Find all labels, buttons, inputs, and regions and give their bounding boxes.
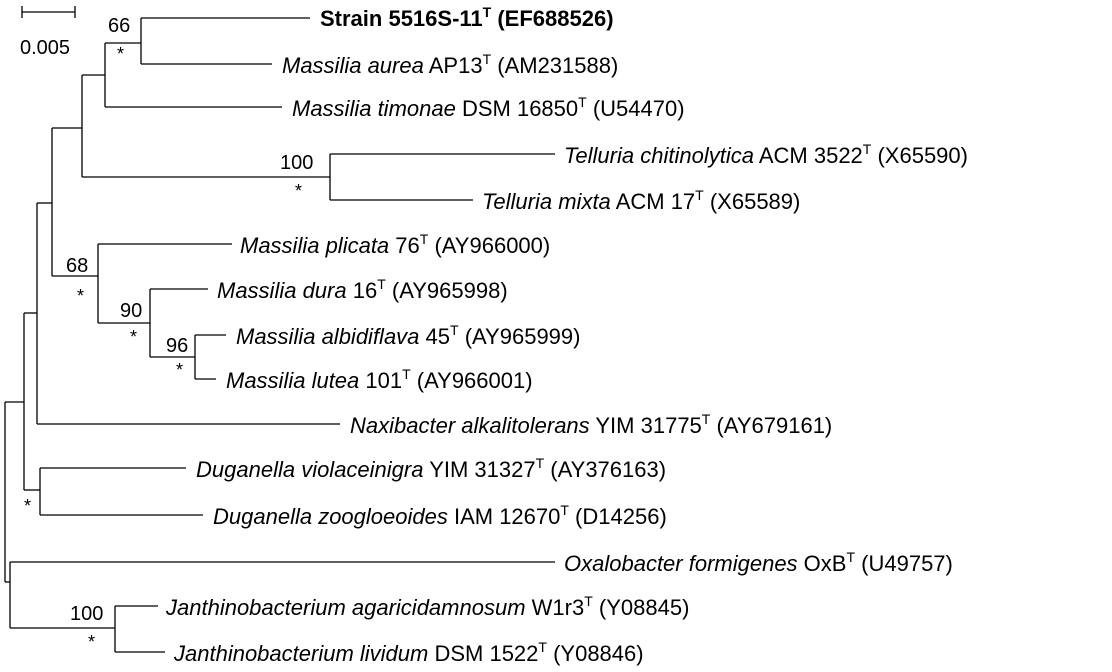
strain-designation: IAM 12670 — [448, 504, 561, 529]
strain-designation: ACM 3522 — [754, 143, 863, 168]
taxon-name: Massilia dura — [217, 278, 347, 303]
accession-number: (AY966001) — [411, 368, 533, 393]
accession-number: (Y08846) — [547, 641, 644, 666]
strain-designation: W1r3 — [526, 595, 585, 620]
taxon-label: Telluria chitinolytica ACM 3522T (X65590… — [564, 141, 968, 168]
type-strain-superscript: T — [450, 322, 459, 338]
support-asterisk: * — [176, 360, 183, 380]
accession-number: (AY376163) — [544, 457, 666, 482]
accession-number: (X65589) — [704, 189, 801, 214]
type-strain-superscript: T — [377, 276, 386, 292]
strain-designation: DSM 1522 — [428, 641, 538, 666]
support-asterisk: * — [117, 44, 124, 64]
accession-number: (U49757) — [855, 551, 953, 576]
type-strain-superscript: T — [846, 549, 855, 565]
taxon-label: Massilia plicata 76T (AY966000) — [240, 231, 550, 258]
taxon-name: Duganella zoogloeoides — [213, 504, 448, 529]
strain-designation: YIM 31775 — [590, 413, 702, 438]
support-values: 66 * 100 * 68 * 90 * 96 * * 100 * — [24, 15, 313, 652]
taxon-label: Janthinobacterium lividum DSM 1522T (Y08… — [173, 639, 644, 666]
taxon-label: Naxibacter alkalitolerans YIM 31775T (AY… — [350, 411, 832, 438]
type-strain-superscript: T — [536, 455, 545, 471]
type-strain-superscript: T — [578, 94, 587, 110]
taxon-name: Massilia aurea — [282, 53, 424, 78]
accession-number: (U54470) — [587, 96, 685, 121]
scale-bar-label: 0.005 — [20, 37, 70, 59]
taxon-label: Massilia albidiflava 45T (AY965999) — [236, 322, 580, 349]
support-asterisk: * — [130, 327, 137, 347]
strain-designation: YIM 31327 — [423, 457, 535, 482]
strain-designation: 101 — [359, 368, 402, 393]
taxon-label: Massilia lutea 101T (AY966001) — [226, 366, 533, 393]
taxon-label: Massilia aurea AP13T (AM231588) — [282, 51, 618, 78]
support-asterisk: * — [77, 286, 84, 306]
support-asterisk: * — [88, 632, 95, 652]
taxon-label: Strain 5516S-11T (EF688526) — [320, 4, 614, 31]
taxon-labels: Strain 5516S-11T (EF688526)Massilia aure… — [165, 4, 968, 666]
taxon-name: Naxibacter alkalitolerans — [350, 413, 590, 438]
taxon-label: Duganella zoogloeoides IAM 12670T (D1425… — [213, 502, 667, 529]
support-value: 90 — [120, 300, 142, 322]
type-strain-superscript: T — [538, 639, 547, 655]
support-asterisk: * — [24, 496, 31, 516]
accession-number: (X65590) — [871, 143, 968, 168]
support-asterisk: * — [295, 181, 302, 201]
taxon-name: Massilia lutea — [226, 368, 359, 393]
type-strain-superscript: T — [483, 4, 492, 20]
support-value: 96 — [166, 335, 188, 357]
accession-number: (D14256) — [569, 504, 667, 529]
accession-number: (AY679161) — [710, 413, 832, 438]
accession-number: (EF688526) — [491, 6, 613, 31]
taxon-name: Massilia albidiflava — [236, 324, 419, 349]
accession-number: (AY965999) — [459, 324, 581, 349]
strain-designation: ACM 17 — [611, 189, 695, 214]
type-strain-superscript: T — [695, 187, 704, 203]
strain-designation: 76 — [389, 233, 420, 258]
taxon-name: Massilia plicata — [240, 233, 389, 258]
taxon-name: Massilia timonae — [292, 96, 456, 121]
taxon-name: Telluria mixta — [482, 189, 611, 214]
strain-designation: DSM 16850 — [456, 96, 578, 121]
accession-number: (AM231588) — [491, 53, 618, 78]
type-strain-superscript: T — [402, 366, 411, 382]
taxon-name: Duganella violaceinigra — [196, 457, 423, 482]
support-value: 100 — [280, 152, 313, 174]
taxon-label: Massilia timonae DSM 16850T (U54470) — [292, 94, 685, 121]
support-value: 100 — [70, 603, 103, 625]
scale-bar: 0.005 — [20, 6, 76, 59]
taxon-label: Telluria mixta ACM 17T (X65589) — [482, 187, 800, 214]
type-strain-superscript: T — [560, 502, 569, 518]
taxon-name: Oxalobacter formigenes — [564, 551, 798, 576]
type-strain-superscript: T — [420, 231, 429, 247]
accession-number: (Y08845) — [593, 595, 690, 620]
strain-designation: AP13 — [424, 53, 483, 78]
strain-designation: 45 — [419, 324, 450, 349]
strain-designation: 16 — [347, 278, 378, 303]
accession-number: (AY966000) — [428, 233, 550, 258]
type-strain-superscript: T — [584, 593, 593, 609]
strain-designation: OxB — [798, 551, 847, 576]
taxon-name: Janthinobacterium lividum — [173, 641, 428, 666]
tree-branches — [4, 17, 555, 653]
taxon-label: Janthinobacterium agaricidamnosum W1r3T … — [165, 593, 689, 620]
support-value: 68 — [66, 255, 88, 277]
type-strain-superscript: T — [483, 51, 492, 67]
taxon-name: Janthinobacterium agaricidamnosum — [165, 595, 526, 620]
type-strain-superscript: T — [702, 411, 711, 427]
support-value: 66 — [108, 15, 130, 37]
type-strain-superscript: T — [863, 141, 872, 157]
taxon-label: Massilia dura 16T (AY965998) — [217, 276, 508, 303]
taxon-name: Telluria chitinolytica — [564, 143, 754, 168]
accession-number: (AY965998) — [386, 278, 508, 303]
taxon-name: Strain 5516S-11 — [320, 6, 483, 31]
taxon-label: Duganella violaceinigra YIM 31327T (AY37… — [196, 455, 666, 482]
taxon-label: Oxalobacter formigenes OxBT (U49757) — [564, 549, 953, 576]
